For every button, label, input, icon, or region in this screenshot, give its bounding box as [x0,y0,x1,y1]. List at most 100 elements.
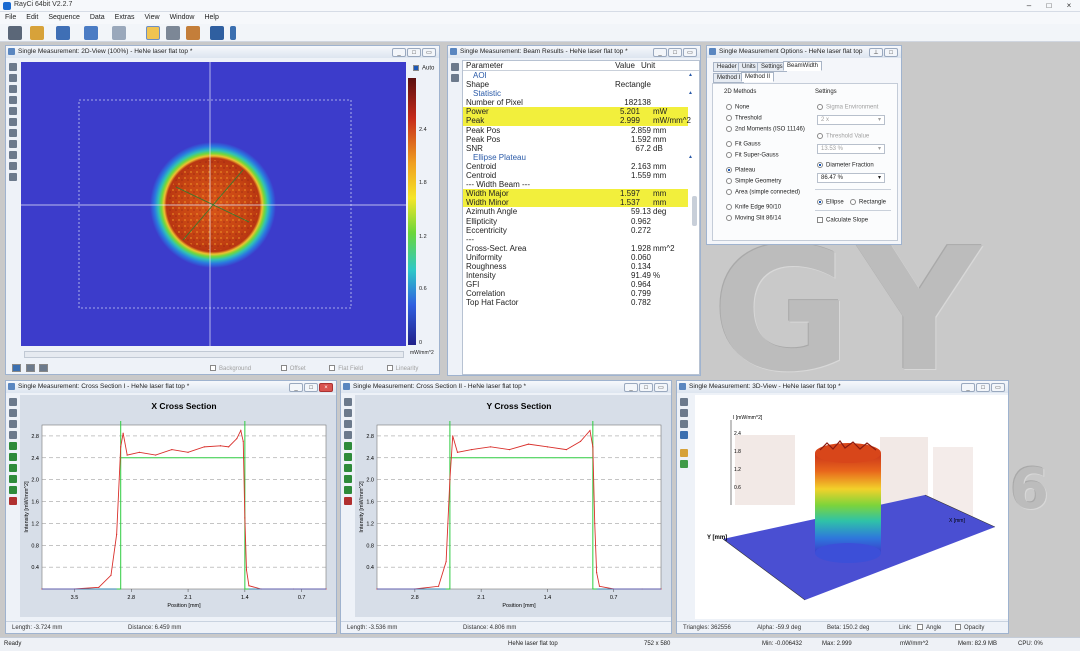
copy-icon[interactable] [9,74,17,82]
menu-edit[interactable]: Edit [26,14,39,21]
copy-icon[interactable] [9,409,17,417]
folder-icon[interactable] [9,85,17,93]
sigma-environment-radio[interactable]: Sigma Environment [817,104,878,111]
restore-button[interactable]: □ [668,48,682,57]
maximize-button[interactable]: ▭ [683,48,697,57]
sigma-value-dropdown[interactable]: 2 x ▾ [817,115,885,125]
camera-icon[interactable] [9,96,17,104]
view3d-canvas[interactable]: I [mW/mm^2] 2.4 1.8 1.2 0.6 X [mm] Y [mm… [695,395,1008,619]
tab-method-2[interactable]: Method II [741,72,775,82]
maximize-button[interactable]: ▭ [991,383,1005,392]
method-area-radio[interactable]: Area (simple connected) [726,189,800,196]
results-row[interactable]: Peak Pos 2.859 mm [463,126,699,135]
grid-icon[interactable] [9,151,17,159]
collapse-icon[interactable]: ▲ [688,153,693,160]
results-group-row[interactable]: AOI ▲ [463,71,699,80]
results-row[interactable]: Uniformity 0.060 [463,253,699,262]
move-icon[interactable] [344,431,352,439]
fit-icon[interactable] [344,464,352,472]
fit-icon[interactable] [9,464,17,472]
horizontal-scrollbar[interactable] [24,351,404,358]
flat-field-checkbox[interactable]: Flat Field [329,365,363,372]
minimize-button[interactable]: _ [289,383,303,392]
menu-sequence[interactable]: Sequence [48,14,80,21]
tools-icon[interactable] [9,497,17,505]
results-row[interactable]: Cross-Sect. Area 1.928 mm^2 [463,244,699,253]
menu-help[interactable]: Help [204,14,219,21]
method-simple-geometry-radio[interactable]: Simple Geometry [726,178,781,185]
redo-icon[interactable] [112,26,126,40]
results-row[interactable]: Centroid 2.163 mm [463,162,699,171]
opacity-checkbox[interactable]: Opacity [955,622,984,634]
menu-data[interactable]: Data [89,14,105,21]
open-camera-icon[interactable] [8,26,22,40]
menu-extras[interactable]: Extras [114,14,135,21]
restore-button[interactable]: □ [976,383,990,392]
linearity-checkbox[interactable]: Linearity [386,365,418,372]
restore-button[interactable]: □ [407,48,421,57]
fit-icon[interactable] [344,475,352,483]
curve-icon[interactable] [344,442,352,450]
rectangle-radio[interactable]: Rectangle [850,199,886,206]
move-icon[interactable] [9,431,17,439]
results-row[interactable]: Roughness 0.134 [463,262,699,271]
table-icon[interactable] [210,26,224,40]
tools-icon[interactable] [344,497,352,505]
menu-file[interactable]: File [5,14,17,21]
close-button[interactable]: × [319,383,333,392]
method-fit-super-gauss-radio[interactable]: Fit Super-Gauss [726,152,779,159]
save-icon[interactable] [680,398,688,406]
folder-icon[interactable] [344,420,352,428]
tools-icon[interactable] [230,26,236,40]
crosshair-icon[interactable] [9,140,17,148]
copy-icon[interactable] [344,409,352,417]
maximize-button[interactable]: ▭ [654,383,668,392]
results-row[interactable]: --- [463,235,699,244]
save-icon[interactable] [56,26,70,40]
measure-icon[interactable] [146,26,160,40]
restore-button[interactable]: □ [884,48,898,57]
tab-method-1[interactable]: Method I [713,73,745,83]
copy-icon[interactable] [680,409,688,417]
results-row[interactable]: --- Width Beam --- [463,180,699,189]
minimize-button[interactable]: _ [624,383,638,392]
results-row[interactable]: Power 5.201 mW [463,107,688,117]
zoom-icon[interactable] [9,173,17,181]
method-plateau-radio[interactable]: Plateau [726,167,755,174]
method-threshold-radio[interactable]: Threshold [726,115,762,122]
restore-button[interactable]: □ [304,383,318,392]
menu-view[interactable]: View [144,14,160,21]
folder-icon[interactable] [680,420,688,428]
pick-icon[interactable] [9,118,17,126]
fit-icon[interactable] [9,486,17,494]
fit-icon[interactable] [9,475,17,483]
save-icon[interactable] [9,398,17,406]
folder-icon[interactable] [9,420,17,428]
tab-header[interactable]: Header [713,62,741,72]
eye-icon[interactable] [451,74,459,82]
fit-icon[interactable] [344,453,352,461]
minimize-icon[interactable]: – [1026,1,1032,10]
results-row[interactable]: Peak 2.999 mW/mm^2 [463,116,691,126]
save-icon[interactable] [9,63,17,71]
calculate-slope-checkbox[interactable]: Calculate Slope [817,217,868,224]
method-moving-slit-radio[interactable]: Moving Slit 86/14 [726,215,781,222]
method-fit-gauss-radio[interactable]: Fit Gauss [726,141,761,148]
curve-icon[interactable] [9,442,17,450]
results-row[interactable]: Ellipticity 0.962 [463,217,699,226]
wrench-icon[interactable] [9,107,17,115]
results-row[interactable]: SNR 67.2 dB [463,144,699,153]
undo-icon[interactable] [84,26,98,40]
surface-icon[interactable] [680,460,688,468]
save-icon[interactable] [451,63,459,71]
minimize-button[interactable]: _ [653,48,667,57]
collapse-icon[interactable]: ▲ [688,72,693,78]
maximize-button[interactable]: ▭ [422,48,436,57]
results-row[interactable]: Peak Pos 1.592 mm [463,135,699,144]
save-icon[interactable] [344,398,352,406]
view-mode-icon[interactable] [25,364,35,372]
results-row[interactable]: GFI 0.964 [463,280,699,289]
view-mode-icon[interactable] [12,364,21,372]
diameter-fraction-dropdown[interactable]: 86.47 % ▾ [817,173,885,183]
method-2nd-moments-radio[interactable]: 2nd Moments (ISO 11146) [726,126,805,133]
